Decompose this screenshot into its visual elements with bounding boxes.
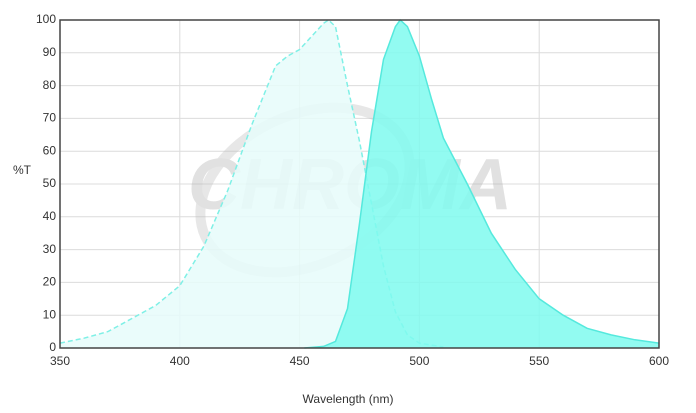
y-tick-label: 0 [49,340,56,354]
x-tick-label: 350 [50,354,70,368]
x-axis-label: Wavelength (nm) [303,392,394,406]
y-tick-label: 50 [43,176,57,190]
y-tick-label: 10 [43,307,57,321]
plot-border [59,19,660,349]
y-tick-label: 20 [43,275,57,289]
x-tick-label: 450 [290,354,310,368]
y-tick-label: 30 [43,242,57,256]
series-line [304,18,660,349]
x-tick-label: 500 [409,354,429,368]
y-axis-label: %T [13,163,32,177]
y-tick-label: 90 [43,45,57,59]
area-fill [60,20,444,348]
x-tick-label: 550 [529,354,549,368]
y-tick-label: 100 [36,12,56,26]
x-tick-label: 400 [170,354,190,368]
y-tick-label: 60 [43,143,57,157]
area-fill [304,20,659,348]
y-tick-label: 70 [43,111,57,125]
y-tick-label: 40 [43,209,57,223]
y-tick-label: 80 [43,78,57,92]
areas [59,18,660,349]
x-tick-label: 600 [649,354,669,368]
